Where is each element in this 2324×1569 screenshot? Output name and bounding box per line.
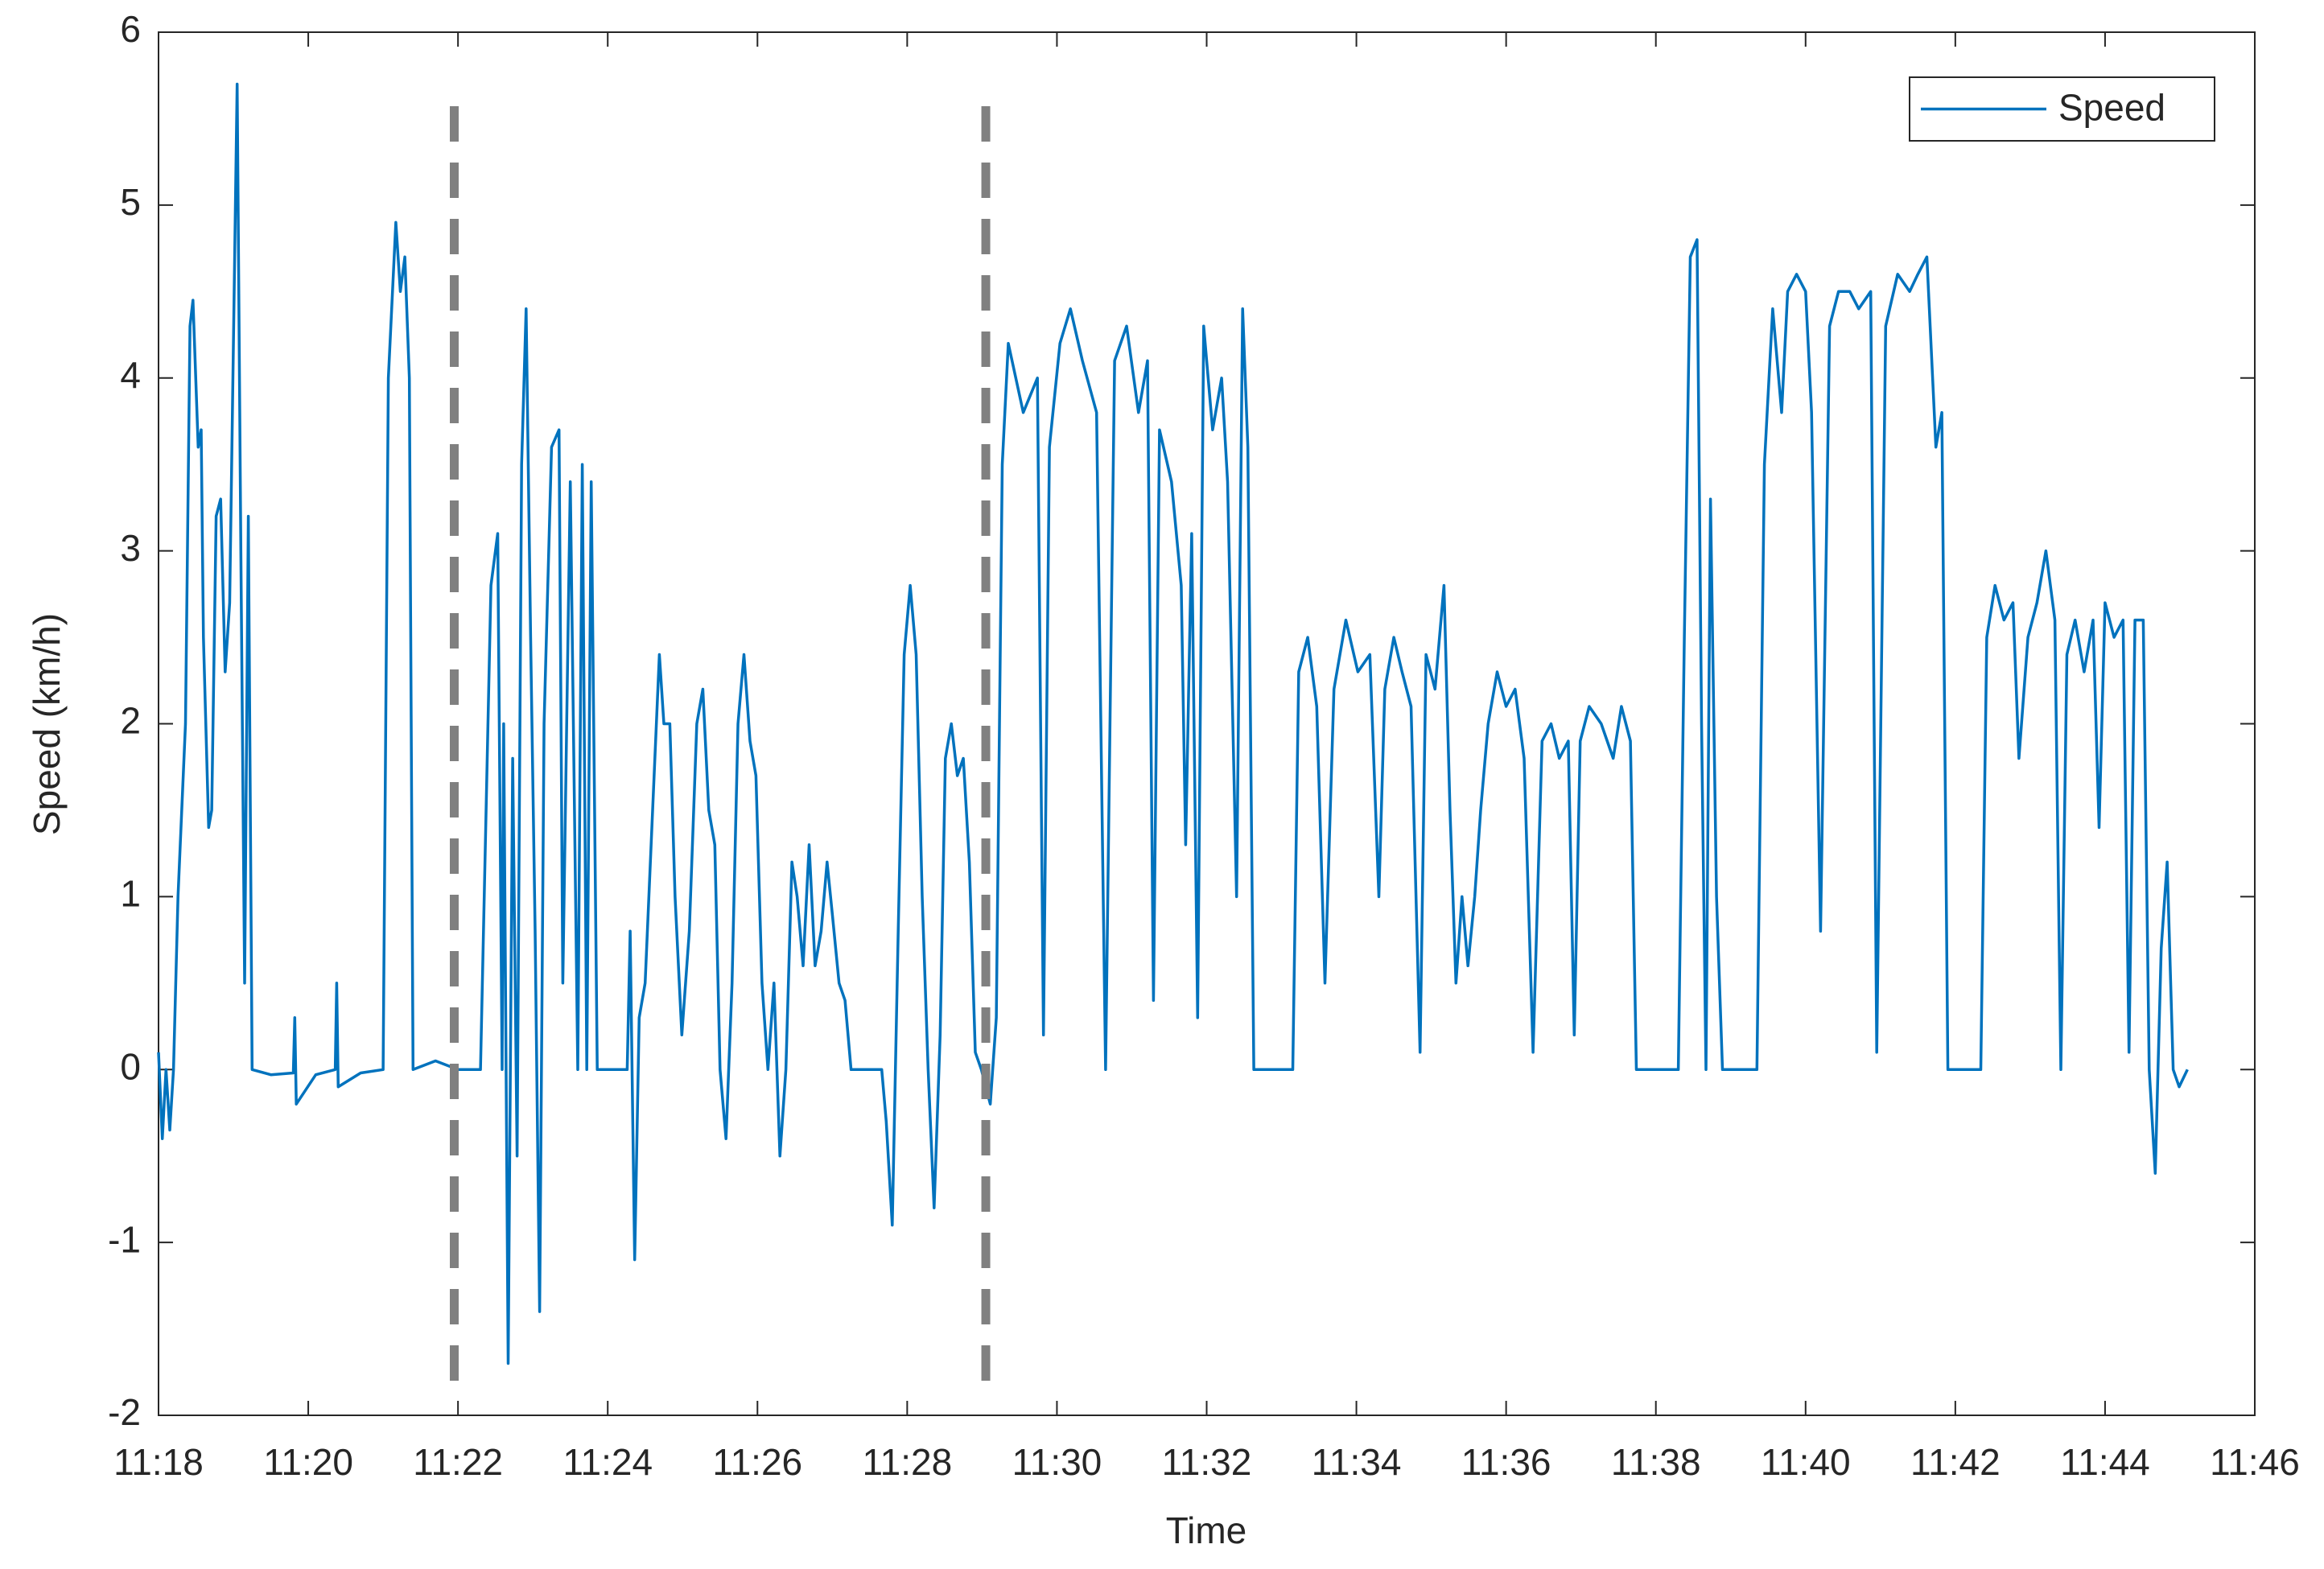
x-tick-label: 11:38 [1611,1441,1701,1483]
y-tick-label: 0 [120,1045,141,1087]
x-tick-label: 11:42 [1910,1441,2001,1483]
y-axis-label: Speed (km/h) [26,613,68,835]
speed-line [157,82,2189,1365]
x-tick-label: 11:20 [263,1441,353,1483]
y-tick-label: 2 [120,700,141,742]
y-tick-label: 1 [120,873,141,915]
x-tick-label: 11:22 [413,1441,503,1483]
y-tick-label: -2 [108,1391,141,1433]
y-tick-label: 4 [120,354,141,396]
x-axis-label: Time [1166,1509,1247,1551]
x-tick-label: 11:18 [113,1441,204,1483]
x-tick-label: 11:46 [2210,1441,2300,1483]
x-tick-label: 11:24 [562,1441,653,1483]
y-tick-label: -1 [108,1218,141,1260]
x-tick-label: 11:44 [2060,1441,2150,1483]
x-tick-label: 11:34 [1312,1441,1402,1483]
x-tick-label: 11:28 [863,1441,953,1483]
y-tick-label: 6 [120,8,141,50]
plot-frame [158,31,2256,1416]
y-tick-label: 5 [120,181,141,223]
legend-label: Speed [2058,87,2165,129]
x-tick-label: 11:40 [1761,1441,1851,1483]
x-tick-label: 11:30 [1012,1441,1102,1483]
x-tick-label: 11:32 [1162,1441,1252,1483]
x-tick-label: 11:36 [1461,1441,1551,1483]
y-tick-label: 3 [120,527,141,569]
x-tick-label: 11:26 [712,1441,802,1483]
